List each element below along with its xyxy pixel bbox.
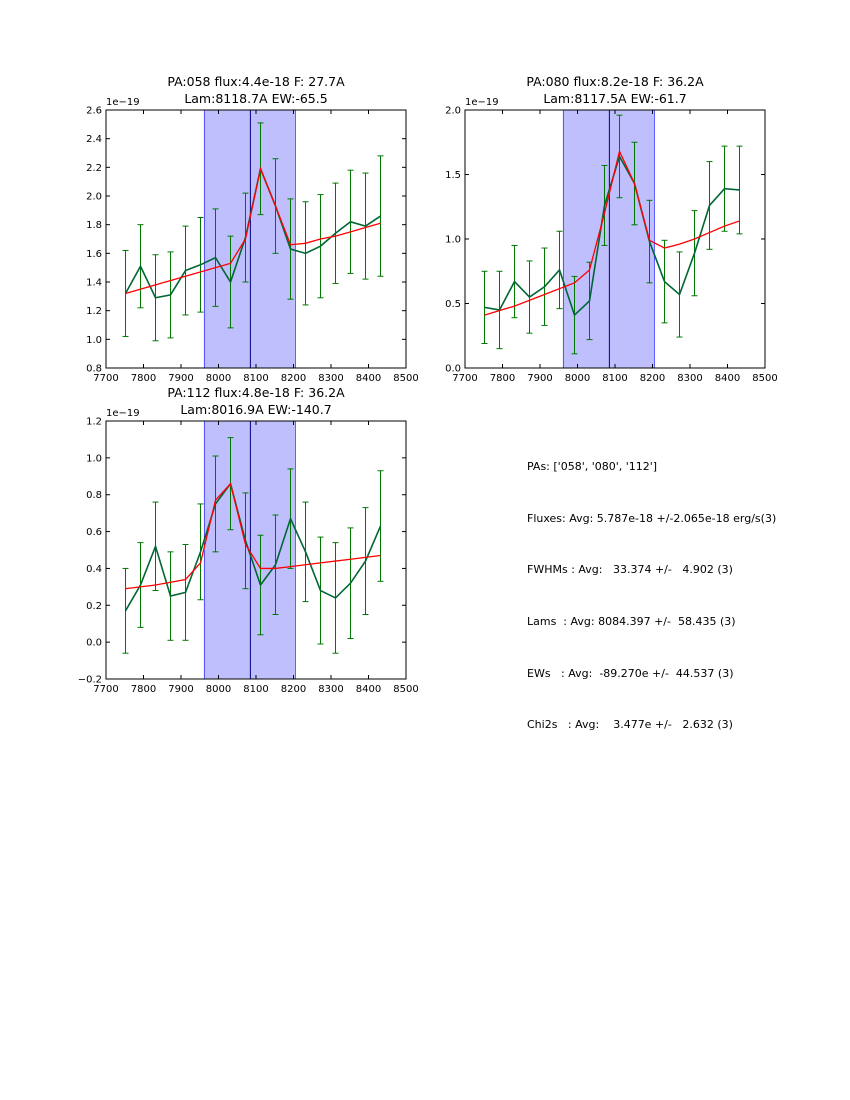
x-tick-label: 7700 <box>93 373 118 384</box>
x-tick-label: 8000 <box>565 373 590 384</box>
fit-series-line <box>125 482 381 590</box>
chart-title-line1: PA:112 flux:4.8e-18 F: 36.2A <box>167 385 345 400</box>
summary-fwhms: FWHMs : Avg: 33.374 +/- 4.902 (3) <box>527 563 733 577</box>
x-tick-label: 7900 <box>168 684 193 695</box>
y-tick-label: 0.0 <box>86 638 102 649</box>
y-tick-label: 0.4 <box>86 564 102 575</box>
y-tick-label: 0.8 <box>86 364 102 375</box>
chart-title-line2: Lam:8016.9A EW:-140.7 <box>180 402 331 417</box>
y-tick-label: 0.0 <box>445 364 461 375</box>
x-tick-label: 8500 <box>393 373 418 384</box>
y-offset-label: 1e−19 <box>106 408 140 419</box>
shaded-region <box>203 420 296 680</box>
x-tick-label: 8100 <box>243 684 268 695</box>
shaded-region <box>203 109 296 369</box>
summary-ews: EWs : Avg: -89.270e +/- 44.537 (3) <box>527 666 734 680</box>
y-tick-label: −0.2 <box>78 675 102 686</box>
y-tick-label: 1.4 <box>86 278 102 289</box>
x-tick-label: 8100 <box>602 373 627 384</box>
y-tick-label: 2.4 <box>86 134 102 145</box>
y-tick-label: 0.6 <box>86 527 102 538</box>
y-tick-label: 1.0 <box>86 335 102 346</box>
data-series-line <box>124 481 382 612</box>
x-tick-label: 8300 <box>677 373 702 384</box>
x-tick-label: 7800 <box>131 373 156 384</box>
x-tick-label: 8300 <box>318 373 343 384</box>
y-tick-label: 0.5 <box>445 299 461 310</box>
x-tick-label: 7700 <box>452 373 477 384</box>
y-tick-label: 1.6 <box>86 249 102 260</box>
summary-chi2s: Chi2s : Avg: 3.477e +/- 2.632 (3) <box>527 718 733 732</box>
x-tick-label: 7700 <box>93 684 118 695</box>
chart-title-line1: PA:080 flux:8.2e-18 F: 36.2A <box>526 74 704 89</box>
y-tick-label: 0.2 <box>86 601 102 612</box>
y-tick-label: 2.0 <box>86 192 102 203</box>
x-tick-label: 8200 <box>640 373 665 384</box>
x-tick-label: 8200 <box>281 684 306 695</box>
summary-pas: PAs: ['058', '080', '112'] <box>527 460 658 473</box>
summary-panel: PAs: ['058', '080', '112'] Fluxes: Avg: … <box>527 434 776 757</box>
x-tick-label: 8000 <box>206 684 231 695</box>
y-tick-label: 2.2 <box>86 163 102 174</box>
x-tick-label: 7900 <box>168 373 193 384</box>
x-tick-label: 8300 <box>318 684 343 695</box>
x-tick-label: 8200 <box>281 373 306 384</box>
chart-title-line1: PA:058 flux:4.4e-18 F: 27.7A <box>167 74 345 89</box>
y-tick-label: 1.8 <box>86 220 102 231</box>
y-offset-label: 1e−19 <box>106 97 140 108</box>
chart-title-line2: Lam:8118.7A EW:-65.5 <box>184 91 327 106</box>
y-tick-label: 1.2 <box>86 417 102 428</box>
summary-fluxes: Fluxes: Avg: 5.787e-18 +/-2.065e-18 erg/… <box>527 511 777 525</box>
y-tick-label: 0.8 <box>86 490 102 501</box>
x-tick-label: 8500 <box>752 373 777 384</box>
fit-series-line <box>125 166 381 295</box>
y-tick-label: 1.0 <box>445 235 461 246</box>
y-tick-label: 1.5 <box>445 170 461 181</box>
x-tick-label: 7900 <box>527 373 552 384</box>
x-tick-label: 7800 <box>131 684 156 695</box>
x-tick-label: 8000 <box>206 373 231 384</box>
y-tick-label: 1.2 <box>86 306 102 317</box>
x-tick-label: 8400 <box>715 373 740 384</box>
x-tick-label: 8400 <box>356 373 381 384</box>
x-tick-label: 8100 <box>243 373 268 384</box>
fit-series-line <box>484 149 740 316</box>
y-tick-label: 2.6 <box>86 106 102 117</box>
y-offset-label: 1e−19 <box>465 97 499 108</box>
summary-lams: Lams : Avg: 8084.397 +/- 58.435 (3) <box>527 615 736 629</box>
chart-title-line2: Lam:8117.5A EW:-61.7 <box>543 91 686 106</box>
x-tick-label: 8500 <box>393 684 418 695</box>
x-tick-label: 8400 <box>356 684 381 695</box>
chart-panel-1: 7700 7800 7900 8000 8100 8200 8300 8400 8500 0.8 1… <box>86 74 419 384</box>
chart-panel-3: 7700 7800 7900 8000 8100 8200 8300 8400 8500 −0.2… <box>78 385 419 695</box>
chart-panel-2: 7700 7800 7900 8000 8100 8200 8300 8400 8500 0.0 0… <box>445 74 778 384</box>
shaded-region <box>562 109 655 369</box>
x-tick-label: 7800 <box>490 373 515 384</box>
y-tick-label: 2.0 <box>445 106 461 117</box>
errorbar <box>122 567 129 654</box>
y-tick-label: 1.0 <box>86 453 102 464</box>
